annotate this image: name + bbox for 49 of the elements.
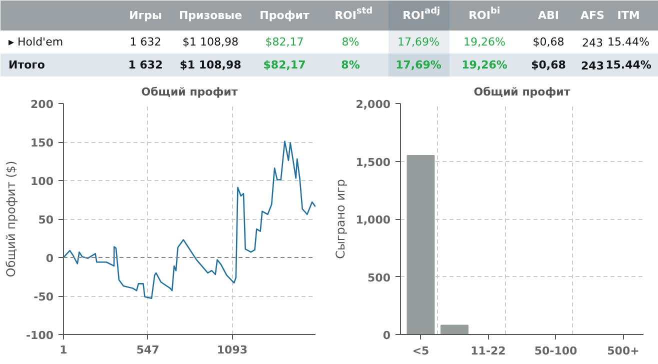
text: 243: [581, 60, 604, 72]
text: 17,69%: [398, 36, 440, 48]
y-axis-title: Общий профит ($): [4, 160, 18, 278]
y-tick-label: 1,000: [356, 214, 391, 226]
text: $1 108,98: [182, 36, 238, 48]
text: ABI: [538, 9, 560, 22]
text: 1 632: [130, 36, 162, 48]
y-tick-label: -100: [26, 329, 54, 342]
x-tick-label: 50-100: [534, 344, 578, 358]
text: ▸ Hold'em: [8, 36, 64, 48]
x-tick-label: 1: [60, 344, 68, 356]
text: $0,68: [531, 58, 566, 72]
x-tick-label: 547: [136, 344, 160, 356]
text: 19,26%: [462, 58, 508, 72]
x-tick-label: 11-22: [470, 344, 506, 358]
text: 243: [582, 36, 603, 50]
text: 19,26%: [464, 36, 506, 48]
y-tick-label: 2,000: [356, 98, 391, 111]
text: 15.44%: [606, 58, 652, 72]
y-tick-label: 500: [368, 271, 391, 284]
y-tick-label: 200: [30, 98, 54, 111]
y-tick-label: 150: [30, 136, 54, 150]
text: Игры: [129, 9, 162, 22]
x-tick-label: 1093: [216, 344, 248, 356]
text: $82,17: [263, 58, 306, 72]
text: AFS: [580, 9, 605, 22]
chart-title: Общий профит: [474, 86, 571, 98]
y-axis-title: Сыграно игр: [334, 179, 348, 259]
text: Призовые: [178, 9, 242, 22]
text: $1 108,98: [180, 58, 242, 72]
y-tick-label: -50: [34, 290, 54, 304]
text: 15.44%: [608, 36, 650, 48]
text: $0,68: [532, 36, 564, 48]
y-tick-label: 0: [382, 329, 391, 342]
y-tick-label: 100: [30, 175, 54, 188]
text: ITM: [617, 9, 640, 22]
text: 17,69%: [396, 58, 442, 72]
chart-title: Общий профит: [141, 86, 238, 98]
text: 8%: [341, 58, 360, 72]
text: Итого: [8, 58, 46, 72]
text: 8%: [342, 36, 360, 48]
y-tick-label: 50: [38, 214, 54, 226]
text: Профит: [260, 9, 310, 22]
x-tick-label: <5: [412, 344, 430, 358]
text: $82,17: [265, 36, 304, 48]
text: 1 632: [128, 58, 163, 72]
y-tick-label: 1,500: [356, 156, 391, 169]
x-tick-label: 500+: [607, 344, 640, 358]
y-tick-label: 0: [46, 252, 54, 265]
